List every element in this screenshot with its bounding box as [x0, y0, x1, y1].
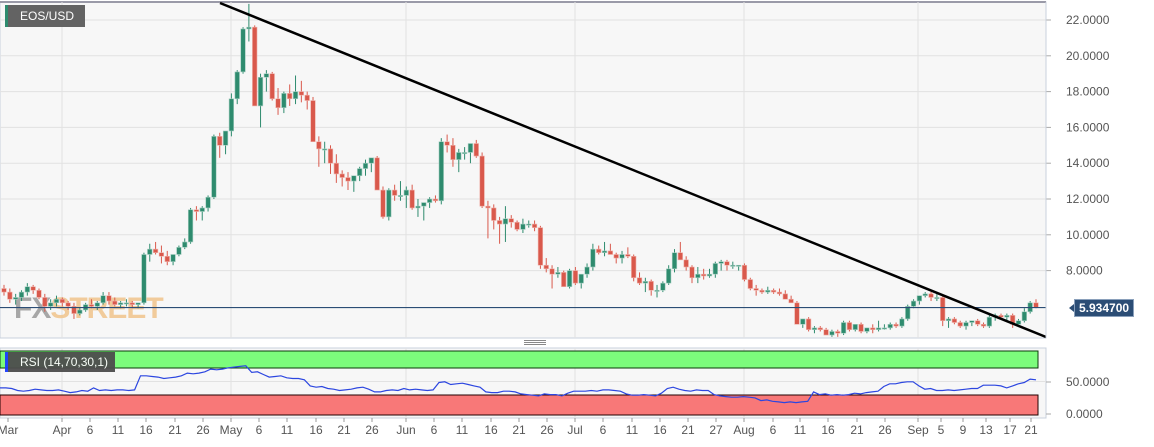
x-axis-tick: 16	[484, 423, 498, 437]
y-axis-tick: 14.0000	[1066, 156, 1110, 170]
rsi-line	[0, 365, 1037, 404]
x-axis-tick: 11	[281, 423, 294, 437]
x-axis-tick: 17	[1003, 423, 1017, 437]
rsi-indicator-label[interactable]: RSI (14,70,30,1)	[5, 352, 115, 372]
x-axis-tick: 6	[600, 423, 607, 437]
x-axis-tick: 6	[256, 423, 263, 437]
x-axis-tick: 6	[431, 423, 438, 437]
x-axis-tick: 21	[168, 423, 182, 437]
pair-label: EOS/USD	[5, 5, 85, 27]
overbought-band	[0, 350, 1039, 369]
y-axis-tick: 18.0000	[1066, 85, 1110, 99]
candles	[1, 3, 1039, 337]
x-axis-tick: 9	[960, 423, 967, 437]
pane-resize-handle[interactable]	[524, 340, 546, 346]
rsi-y-tick: 50.0000	[1066, 375, 1110, 389]
x-axis-tick: 21	[512, 423, 526, 437]
x-axis-tick: Mar	[0, 423, 18, 437]
x-axis-tick: 6	[770, 423, 777, 437]
x-axis-tick: 5	[938, 423, 945, 437]
x-axis-tick: 26	[540, 423, 554, 437]
x-axis-tick: 11	[112, 423, 125, 437]
y-axis-tick: 12.0000	[1066, 192, 1110, 206]
y-axis-tick: 22.0000	[1066, 13, 1110, 27]
x-axis-tick: 21	[681, 423, 695, 437]
x-axis-tick: 21	[337, 423, 351, 437]
x-axis-tick: 16	[653, 423, 667, 437]
x-axis-tick: 27	[709, 423, 723, 437]
x-axis-tick: 6	[87, 423, 94, 437]
x-axis-tick: 11	[794, 423, 807, 437]
x-axis-tick: 26	[196, 423, 210, 437]
x-axis-tick: Aug	[733, 423, 754, 437]
x-axis-tick: 21	[850, 423, 864, 437]
x-axis-tick: 11	[456, 423, 469, 437]
x-axis-tick: Jul	[567, 423, 582, 437]
y-axis-tick: 16.0000	[1066, 120, 1110, 134]
x-axis-tick: 16	[821, 423, 835, 437]
x-axis-tick: Sep	[907, 423, 929, 437]
trendline	[219, 1, 1047, 339]
x-axis-tick: 26	[365, 423, 379, 437]
current-price-tag: 5.934700	[1068, 299, 1135, 317]
rsi-y-tick: 0.0000	[1066, 407, 1103, 421]
x-axis-tick: 11	[626, 423, 639, 437]
x-axis-tick: 16	[309, 423, 323, 437]
main-pane	[0, 1, 1047, 339]
y-axis-tick: 10.0000	[1066, 228, 1110, 242]
x-axis-tick: 13	[979, 423, 993, 437]
x-axis-tick: Jun	[396, 423, 415, 437]
x-axis-tick: 21	[1024, 423, 1038, 437]
x-axis-tick: 16	[139, 423, 153, 437]
y-axis-tick: 8.0000	[1066, 264, 1103, 278]
x-axis-tick: May	[220, 423, 243, 437]
x-axis-tick: 26	[878, 423, 892, 437]
oversold-band	[0, 394, 1039, 416]
x-axis-tick: Apr	[53, 423, 72, 437]
y-axis-tick: 20.0000	[1066, 49, 1110, 63]
